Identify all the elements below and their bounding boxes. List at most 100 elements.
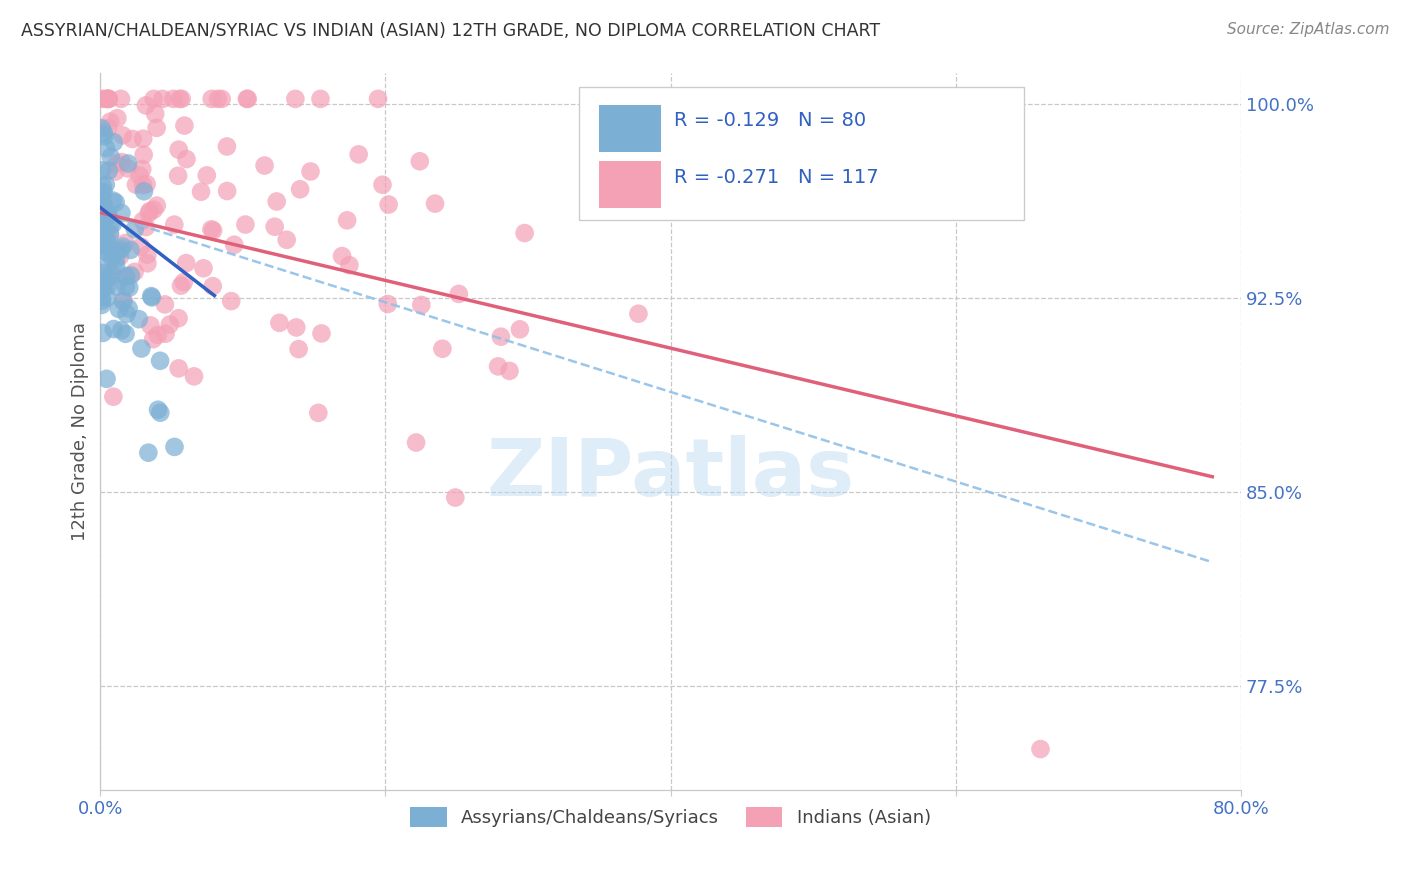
Point bbox=[104, 195, 127, 210]
Point bbox=[299, 164, 322, 178]
Bar bbox=[599, 105, 661, 152]
Point bbox=[93, 129, 115, 144]
Point bbox=[101, 194, 124, 208]
Point bbox=[217, 184, 239, 198]
Point bbox=[105, 252, 128, 267]
Text: Source: ZipAtlas.com: Source: ZipAtlas.com bbox=[1226, 22, 1389, 37]
Point bbox=[141, 290, 163, 304]
Point bbox=[444, 491, 467, 505]
Point bbox=[219, 294, 242, 309]
Point bbox=[146, 402, 169, 417]
Point bbox=[432, 342, 454, 356]
Point bbox=[90, 163, 112, 178]
Point bbox=[114, 268, 136, 283]
Point bbox=[124, 222, 146, 236]
Point bbox=[97, 92, 120, 106]
Point bbox=[167, 311, 190, 326]
Point bbox=[193, 261, 215, 276]
Point bbox=[183, 369, 205, 384]
Point bbox=[149, 406, 172, 420]
Point bbox=[110, 206, 132, 220]
Point bbox=[309, 92, 332, 106]
Point bbox=[103, 390, 125, 404]
Point bbox=[93, 205, 115, 219]
Point bbox=[114, 326, 136, 341]
Point bbox=[91, 221, 114, 235]
Point bbox=[235, 218, 257, 232]
Point bbox=[100, 150, 122, 164]
Point bbox=[411, 298, 433, 312]
Point bbox=[135, 220, 157, 235]
Point bbox=[115, 279, 138, 293]
Point bbox=[163, 218, 186, 232]
Point bbox=[136, 256, 159, 270]
Point bbox=[138, 206, 160, 220]
Point bbox=[91, 282, 114, 296]
Point bbox=[367, 92, 389, 106]
Point bbox=[138, 204, 160, 219]
Point bbox=[110, 323, 132, 337]
Point bbox=[118, 280, 141, 294]
Point bbox=[111, 128, 134, 143]
Point bbox=[215, 139, 238, 153]
Point bbox=[91, 293, 114, 308]
Point bbox=[266, 194, 288, 209]
Point bbox=[336, 213, 359, 227]
Point bbox=[120, 268, 142, 283]
Point bbox=[377, 197, 399, 211]
Point bbox=[110, 92, 132, 106]
Point bbox=[276, 233, 298, 247]
Point bbox=[111, 155, 134, 169]
Point bbox=[90, 204, 112, 219]
Point bbox=[91, 179, 114, 194]
Legend: Assyrians/Chaldeans/Syriacs, Indians (Asian): Assyrians/Chaldeans/Syriacs, Indians (As… bbox=[404, 799, 938, 835]
Point bbox=[93, 199, 115, 213]
Point bbox=[132, 178, 155, 193]
Point bbox=[202, 223, 225, 237]
Point bbox=[96, 239, 118, 253]
Point bbox=[129, 239, 152, 253]
Point bbox=[93, 126, 115, 140]
Bar bbox=[599, 161, 661, 208]
Point bbox=[162, 92, 184, 106]
Point bbox=[176, 152, 198, 166]
Point bbox=[132, 131, 155, 145]
Point bbox=[98, 227, 121, 241]
Point bbox=[285, 320, 308, 334]
Point bbox=[201, 279, 224, 293]
Text: R = -0.129   N = 80: R = -0.129 N = 80 bbox=[673, 111, 866, 130]
Point bbox=[97, 92, 120, 106]
Point bbox=[90, 290, 112, 304]
Point bbox=[98, 218, 121, 232]
Point bbox=[105, 156, 128, 170]
Point bbox=[236, 92, 259, 106]
Point bbox=[486, 359, 509, 374]
Point bbox=[108, 301, 131, 316]
Point bbox=[111, 239, 134, 253]
Point bbox=[97, 120, 120, 135]
Point bbox=[108, 243, 131, 257]
Point bbox=[94, 141, 117, 155]
Point bbox=[263, 219, 285, 234]
Point bbox=[190, 185, 212, 199]
Point bbox=[627, 307, 650, 321]
Point bbox=[173, 275, 195, 289]
Point bbox=[117, 301, 139, 316]
Point bbox=[117, 161, 139, 176]
Point bbox=[90, 191, 112, 205]
Point bbox=[142, 332, 165, 346]
Point bbox=[330, 249, 353, 263]
Point bbox=[152, 92, 174, 106]
Point bbox=[513, 226, 536, 240]
Point bbox=[195, 169, 218, 183]
Y-axis label: 12th Grade, No Diploma: 12th Grade, No Diploma bbox=[72, 322, 89, 541]
Point bbox=[120, 243, 142, 257]
Point bbox=[93, 244, 115, 259]
Point bbox=[167, 169, 190, 183]
Point bbox=[236, 92, 259, 106]
Point bbox=[125, 178, 148, 192]
Point bbox=[347, 147, 370, 161]
Point bbox=[96, 372, 118, 386]
Point bbox=[97, 163, 120, 178]
Point bbox=[377, 297, 399, 311]
